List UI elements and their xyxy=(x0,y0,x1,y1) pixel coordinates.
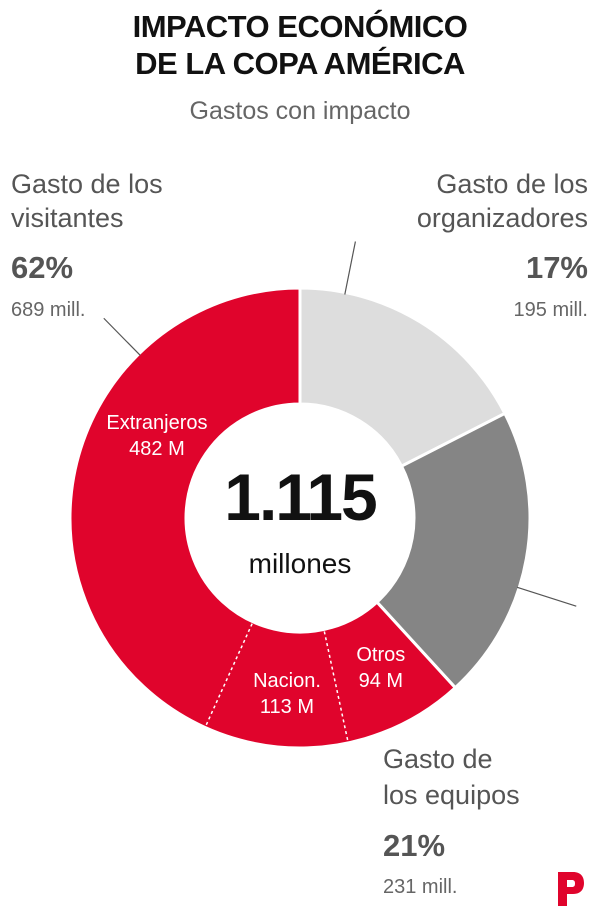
subsegment-divider xyxy=(323,631,349,742)
chart-title-line-1: IMPACTO ECONÓMICO xyxy=(132,9,468,44)
sublabel-otros-value: 94 M xyxy=(359,670,403,692)
organizadores-amount: 195 mill. xyxy=(513,299,588,321)
visitantes-percent: 62% xyxy=(11,250,74,285)
publisher-logo-icon xyxy=(558,872,584,906)
center-total-value: 1.115 xyxy=(224,460,376,534)
sublabel-extranjeros-value: 482 M xyxy=(129,438,185,460)
sublabel-nacion-value: 113 M xyxy=(260,696,314,718)
subsegment-labels: Extranjeros 482 M Nacion. 113 M Otros 94 M xyxy=(106,412,405,718)
leader-line-organizadores xyxy=(344,241,357,295)
equipos-label-line-1: Gasto de xyxy=(383,744,493,774)
sublabel-nacion-name: Nacion. xyxy=(253,670,321,692)
leader-line-visitantes xyxy=(103,317,141,356)
organizadores-percent: 17% xyxy=(525,250,588,285)
leader-lines xyxy=(103,241,577,607)
leader-line-equipos xyxy=(517,586,577,607)
subsegment-dividers xyxy=(205,623,349,742)
segment-organizadores xyxy=(298,286,507,469)
equipos-percent: 21% xyxy=(383,828,446,863)
segment-visitantes xyxy=(68,286,458,750)
chart-title-line-2: DE LA COPA AMÉRICA xyxy=(135,46,465,81)
center-total-unit: millones xyxy=(249,548,352,579)
chart-subtitle: Gastos con impacto xyxy=(189,97,411,125)
visitantes-amount: 689 mill. xyxy=(11,299,86,321)
segment-equipos xyxy=(374,411,532,690)
equipos-label-line-2: los equipos xyxy=(383,780,520,810)
organizadores-label-line-1: Gasto de los xyxy=(436,169,588,199)
equipos-amount: 231 mill. xyxy=(383,876,458,898)
visitantes-label-line-1: Gasto de los xyxy=(11,169,163,199)
subsegment-divider xyxy=(205,623,253,726)
sublabel-extranjeros-name: Extranjeros xyxy=(106,412,207,434)
donut-segments xyxy=(68,286,532,750)
organizadores-label-line-2: organizadores xyxy=(416,203,588,233)
sublabel-otros-name: Otros xyxy=(356,644,405,666)
visitantes-label-line-2: visitantes xyxy=(11,203,124,233)
